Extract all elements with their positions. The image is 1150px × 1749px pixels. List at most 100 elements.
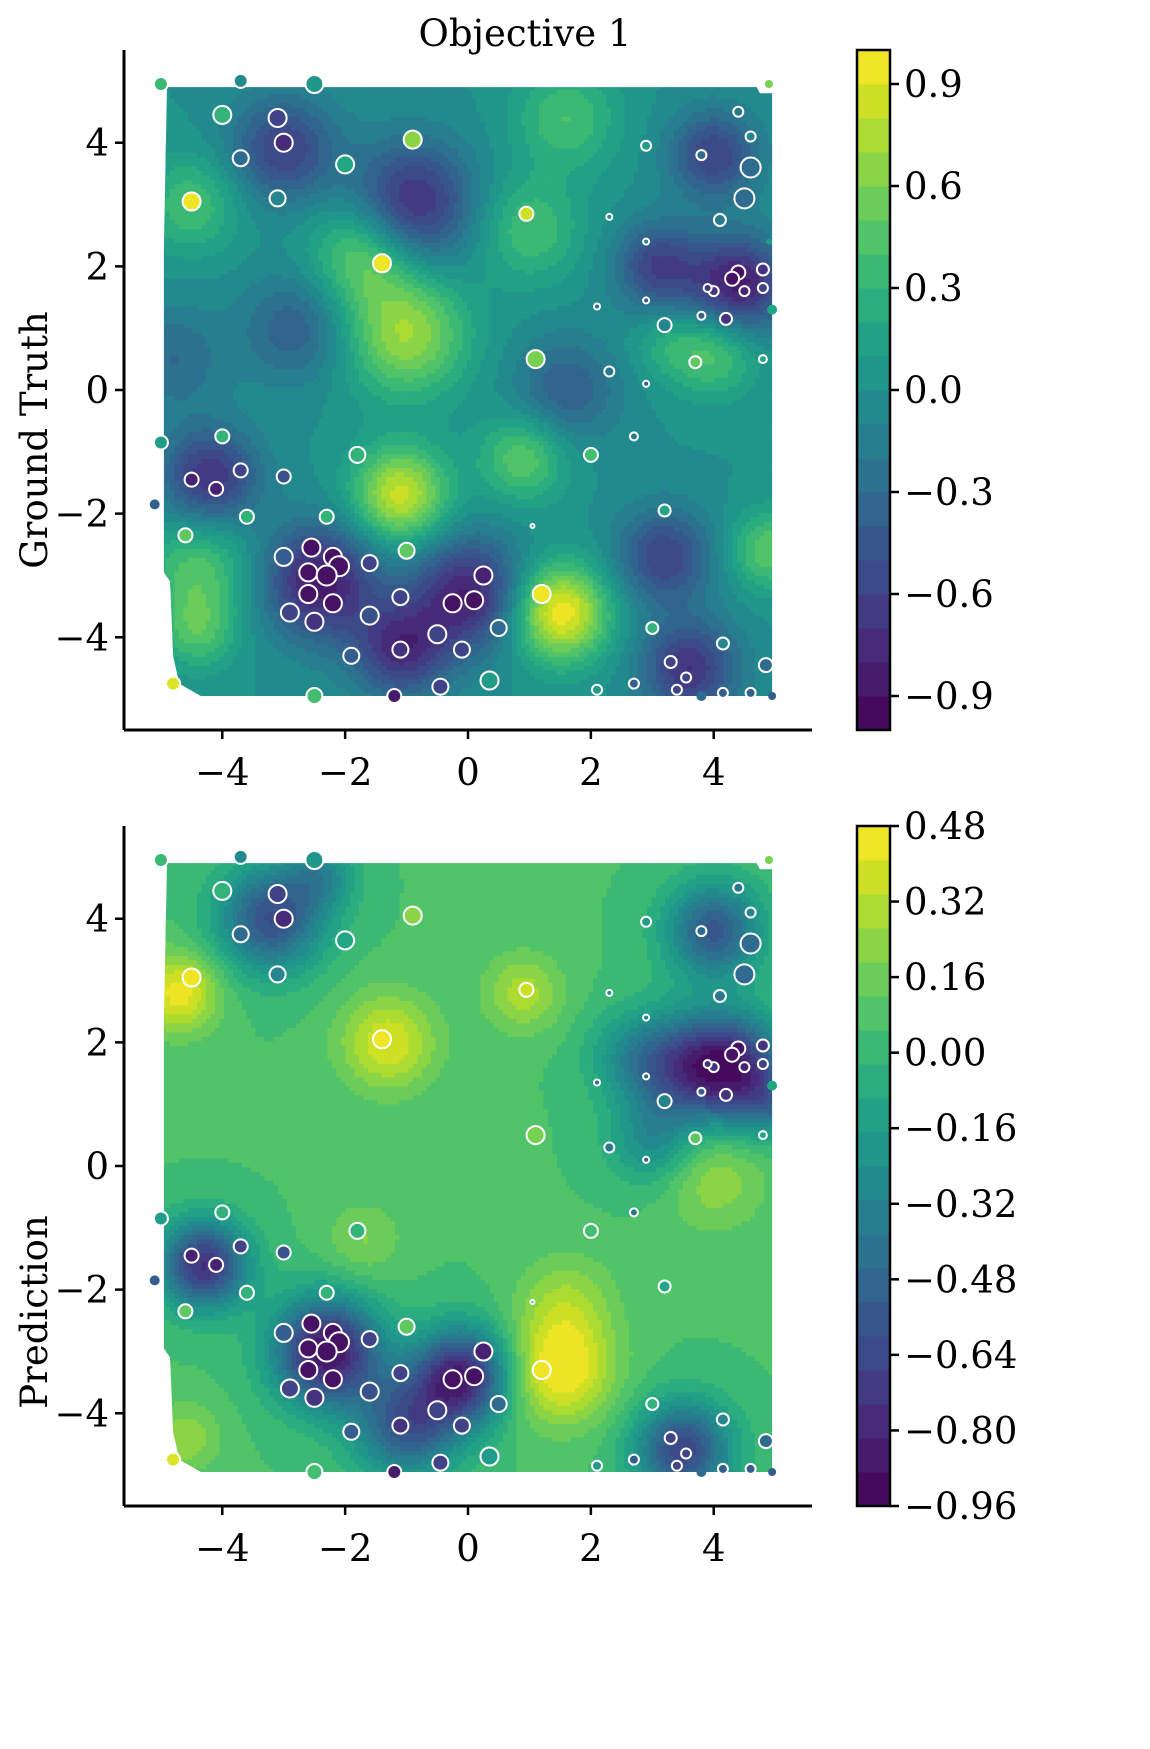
contour-cell [529,224,535,230]
contour-cell [754,233,760,239]
contour-cell [543,94,549,100]
contour-cell [746,81,751,86]
contour-cell [588,175,594,181]
contour-cell [732,238,738,244]
contour-cell [606,206,612,212]
contour-cell [421,148,427,154]
contour-cell [255,112,261,118]
contour-cell [718,202,724,208]
contour-cell [444,170,450,176]
contour-cell [750,211,756,217]
contour-cell [336,233,342,239]
contour-cell [754,224,760,230]
contour-cell [214,206,220,212]
contour-cell [255,193,261,199]
contour-cell [183,224,189,230]
contour-cell [480,166,486,172]
contour-cell [511,143,517,149]
contour-cell [565,148,571,154]
contour-cell [466,197,472,203]
contour-cell [237,94,243,100]
contour-cell [183,179,189,185]
contour-cell [610,220,616,226]
contour-cell [453,166,459,172]
contour-cell [466,206,472,212]
contour-cell [570,166,576,172]
contour-cell [336,152,342,158]
contour-cell [651,188,657,194]
contour-cell [228,143,234,149]
contour-cell [556,139,562,145]
contour-cell [313,229,319,235]
contour-cell [606,89,612,95]
contour-cell [430,107,436,113]
contour-cell [628,134,634,140]
contour-cell [336,179,342,185]
contour-cell [525,229,531,235]
contour-cell [718,98,724,104]
contour-cell [214,179,220,185]
contour-cell [773,121,778,126]
contour-cell [682,143,688,149]
contour-cell [687,121,693,127]
contour-cell [773,94,778,99]
contour-cell [363,148,369,154]
contour-cell [732,211,738,217]
contour-cell [579,170,585,176]
contour-cell [665,81,670,86]
contour-cell [313,224,319,230]
contour-cell [430,87,436,91]
contour-cell [417,211,423,217]
contour-cell [655,125,661,131]
contour-cell [192,175,198,181]
contour-cell [570,202,576,208]
contour-cell [327,166,333,172]
contour-cell [633,224,639,230]
contour-cell [534,130,540,136]
contour-cell [511,125,517,131]
contour-cell [489,161,495,167]
contour-cell [552,152,558,158]
contour-cell [601,87,607,91]
contour-cell [453,103,459,109]
contour-cell [358,184,364,190]
contour-cell [570,152,576,158]
contour-cell [390,179,396,185]
contour-cell [723,224,729,230]
contour-cell [413,81,418,86]
contour-cell [345,211,351,217]
contour-cell [574,89,580,95]
contour-cell [745,121,751,127]
contour-cell [264,229,270,235]
contour-cell [655,188,661,194]
contour-cell [619,143,625,149]
contour-cell [489,134,495,140]
contour-cell [232,116,238,122]
contour-cell [682,202,688,208]
contour-cell [574,134,580,140]
contour-cell [687,152,693,158]
contour-cell [656,81,661,86]
contour-cell [547,166,553,172]
contour-cell [295,148,301,154]
contour-cell [345,197,351,203]
contour-cell [282,215,288,221]
contour-cell [480,157,486,163]
contour-cell [174,125,180,131]
contour-cell [223,130,229,136]
contour-cell [615,202,621,208]
contour-cell [592,87,598,91]
contour-cell [696,193,702,199]
contour-cell [372,125,378,131]
contour-cell [453,121,459,127]
contour-cell [340,87,346,91]
contour-cell [655,130,661,136]
contour-cell [534,81,539,86]
contour-cell [376,148,382,154]
contour-cell [340,139,346,145]
contour-cell [682,121,688,127]
contour-cell [475,112,481,118]
contour-cell [435,161,441,167]
contour-cell [385,229,391,235]
